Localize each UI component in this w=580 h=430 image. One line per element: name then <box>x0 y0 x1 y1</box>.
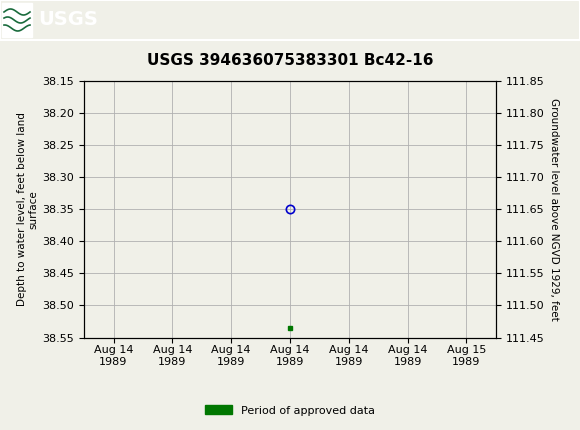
Legend: Period of approved data: Period of approved data <box>200 401 380 420</box>
Text: USGS 394636075383301 Bc42-16: USGS 394636075383301 Bc42-16 <box>147 53 433 68</box>
Text: USGS: USGS <box>38 10 98 30</box>
Y-axis label: Groundwater level above NGVD 1929, feet: Groundwater level above NGVD 1929, feet <box>549 98 559 321</box>
Bar <box>2 3 32 37</box>
Y-axis label: Depth to water level, feet below land
surface: Depth to water level, feet below land su… <box>17 112 38 306</box>
